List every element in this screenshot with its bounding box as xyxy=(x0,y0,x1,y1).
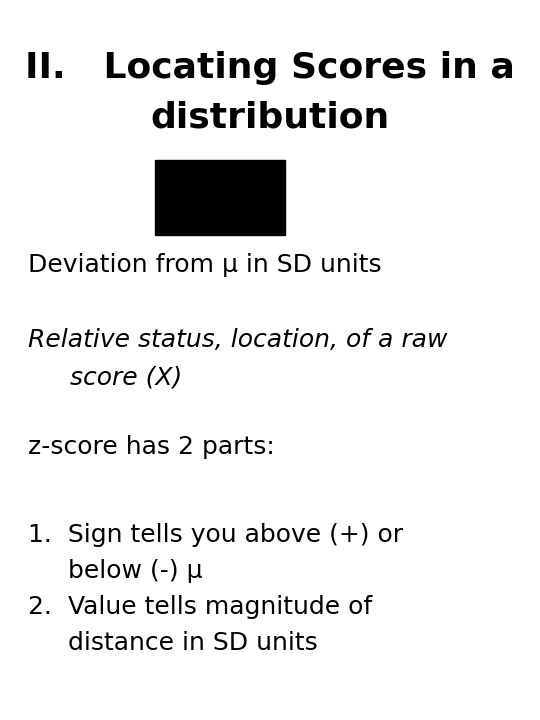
Text: Relative status, location, of a raw: Relative status, location, of a raw xyxy=(28,328,448,352)
Text: distance in SD units: distance in SD units xyxy=(68,631,318,655)
Bar xyxy=(155,160,285,235)
Text: 2.  Value tells magnitude of: 2. Value tells magnitude of xyxy=(28,595,372,619)
Text: 1.  Sign tells you above (+) or: 1. Sign tells you above (+) or xyxy=(28,523,403,547)
Text: below (-) μ: below (-) μ xyxy=(68,559,202,583)
Text: Deviation from μ in SD units: Deviation from μ in SD units xyxy=(28,253,382,277)
Text: distribution: distribution xyxy=(150,101,390,135)
Text: score (X): score (X) xyxy=(70,366,183,390)
Text: II.   Locating Scores in a: II. Locating Scores in a xyxy=(25,51,515,85)
Text: z-score has 2 parts:: z-score has 2 parts: xyxy=(28,435,275,459)
